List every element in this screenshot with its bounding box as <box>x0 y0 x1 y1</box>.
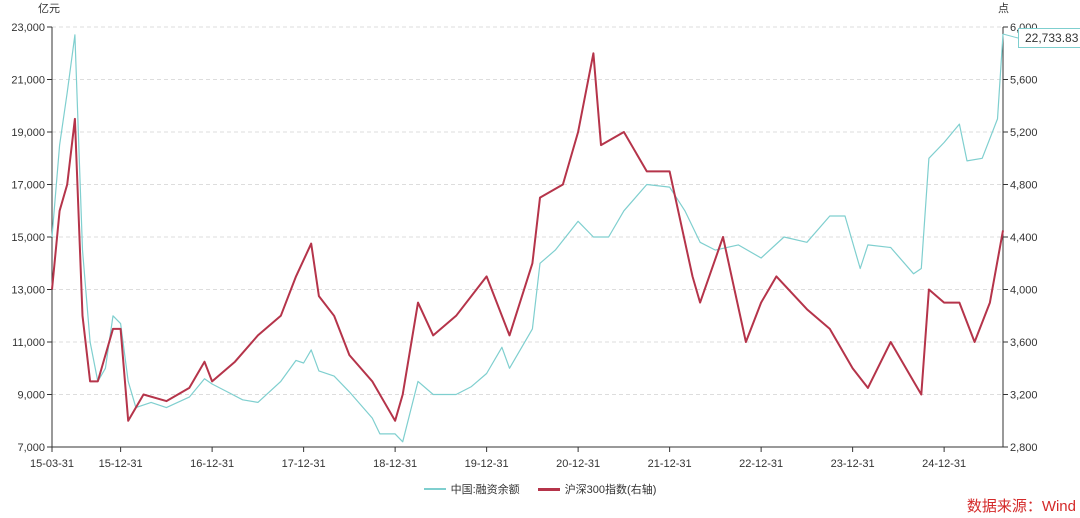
series-line-csi300 <box>51 52 1004 422</box>
left-tick-label: 9,000 <box>17 390 45 402</box>
legend-swatch <box>423 488 446 490</box>
x-tick-label: 17-12-31 <box>282 458 326 470</box>
data-source: 数据来源：Wind <box>966 498 1076 515</box>
right-tick-label: 5,200 <box>1010 127 1038 139</box>
x-tick-label: 15-12-31 <box>99 458 143 470</box>
right-tick-label: 3,200 <box>1010 390 1038 402</box>
x-tick-label: 23-12-31 <box>831 458 875 470</box>
legend-label: 沪深300指数(右轴) <box>564 484 657 496</box>
left-axis-unit: 亿元 <box>38 2 60 15</box>
legend: 中国:融资余额 沪深300指数(右轴) <box>0 481 1080 497</box>
left-tick-label: 21,000 <box>11 75 45 87</box>
left-tick-label: 19,000 <box>11 127 45 139</box>
series-line-margin-balance <box>51 33 1004 443</box>
x-tick-label: 19-12-31 <box>465 458 509 470</box>
x-tick-label: 20-12-31 <box>556 458 600 470</box>
legend-label: 中国:融资余额 <box>450 484 520 496</box>
right-tick-label: 4,400 <box>1010 232 1038 244</box>
x-tick-label: 22-12-31 <box>739 458 783 470</box>
left-tick-label: 11,000 <box>12 337 45 349</box>
right-tick-label: 4,800 <box>1010 180 1038 192</box>
legend-item-csi300[interactable]: 沪深300指数(右轴) <box>537 481 657 497</box>
left-tick-label: 23,000 <box>11 22 45 34</box>
legend-item-margin[interactable]: 中国:融资余额 <box>423 481 520 497</box>
x-tick-label: 15-03-31 <box>30 458 74 470</box>
right-tick-label: 3,600 <box>1010 337 1038 349</box>
x-tick-label: 16-12-31 <box>190 458 234 470</box>
left-tick-label: 17,000 <box>11 180 45 192</box>
left-tick-label: 15,000 <box>11 232 45 244</box>
x-tick-label: 21-12-31 <box>648 458 692 470</box>
right-axis-unit: 点 <box>998 2 1009 15</box>
x-tick-label: 18-12-31 <box>373 458 417 470</box>
tooltip-value: 22,733.83 <box>1018 28 1080 48</box>
left-tick-label: 13,000 <box>11 285 45 297</box>
left-tick-label: 7,000 <box>17 442 45 454</box>
tooltip-pointer <box>1002 33 1019 39</box>
right-tick-label: 4,000 <box>1010 285 1038 297</box>
legend-swatch <box>537 487 560 491</box>
x-tick-label: 24-12-31 <box>922 458 966 470</box>
right-tick-label: 2,800 <box>1010 442 1038 454</box>
right-tick-label: 5,600 <box>1010 75 1038 87</box>
